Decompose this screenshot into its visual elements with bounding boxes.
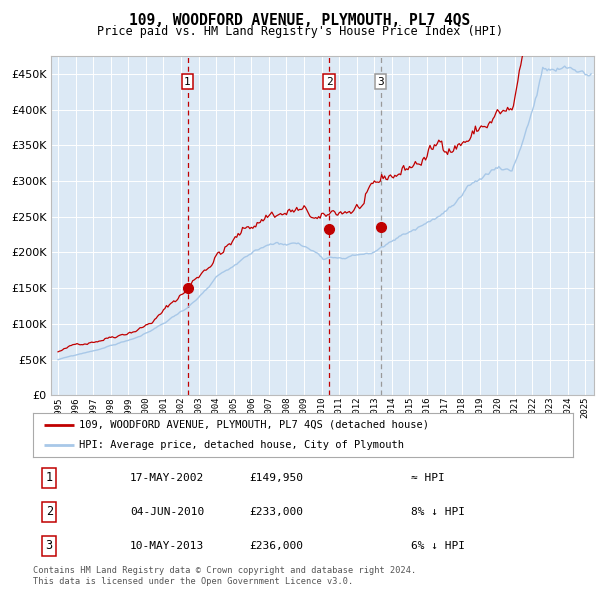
Text: 17-MAY-2002: 17-MAY-2002: [130, 473, 205, 483]
Text: 3: 3: [377, 77, 384, 87]
Text: ≈ HPI: ≈ HPI: [411, 473, 445, 483]
Text: £236,000: £236,000: [249, 541, 303, 551]
Text: 2: 2: [46, 505, 53, 519]
Text: £149,950: £149,950: [249, 473, 303, 483]
Text: Contains HM Land Registry data © Crown copyright and database right 2024.
This d: Contains HM Land Registry data © Crown c…: [33, 566, 416, 586]
Text: Price paid vs. HM Land Registry's House Price Index (HPI): Price paid vs. HM Land Registry's House …: [97, 25, 503, 38]
Text: 8% ↓ HPI: 8% ↓ HPI: [411, 507, 465, 517]
Text: 1: 1: [46, 471, 53, 484]
Text: HPI: Average price, detached house, City of Plymouth: HPI: Average price, detached house, City…: [79, 440, 404, 450]
Text: 109, WOODFORD AVENUE, PLYMOUTH, PL7 4QS: 109, WOODFORD AVENUE, PLYMOUTH, PL7 4QS: [130, 13, 470, 28]
Text: 04-JUN-2010: 04-JUN-2010: [130, 507, 205, 517]
Text: 6% ↓ HPI: 6% ↓ HPI: [411, 541, 465, 551]
Text: 1: 1: [184, 77, 191, 87]
Text: 109, WOODFORD AVENUE, PLYMOUTH, PL7 4QS (detached house): 109, WOODFORD AVENUE, PLYMOUTH, PL7 4QS …: [79, 420, 429, 430]
Text: £233,000: £233,000: [249, 507, 303, 517]
Text: 3: 3: [46, 539, 53, 552]
Text: 2: 2: [326, 77, 332, 87]
Text: 10-MAY-2013: 10-MAY-2013: [130, 541, 205, 551]
